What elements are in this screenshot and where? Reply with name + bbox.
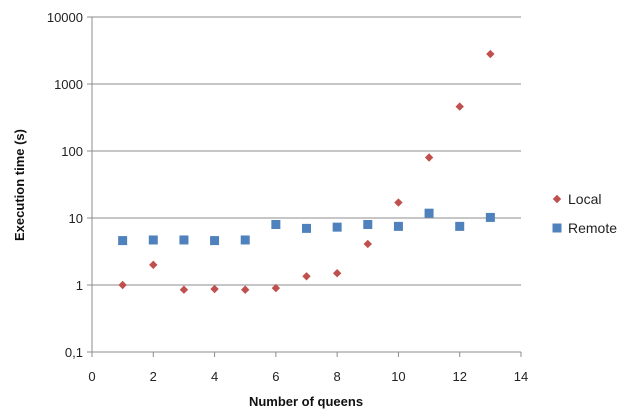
x-tick-label: 8 [334, 369, 341, 384]
local-point [118, 280, 127, 290]
local-point [271, 283, 281, 293]
y-tick-label: 0,1 [65, 345, 83, 360]
y-tick-label: 10000 [47, 10, 83, 25]
remote-point [485, 212, 495, 222]
y-tick-label: 100 [61, 144, 83, 159]
legend-label: Local [568, 191, 601, 207]
local-point [241, 285, 250, 294]
legend-item-remote: Remote [552, 220, 617, 236]
local-point [394, 198, 403, 207]
data-points [118, 49, 495, 294]
remote-point [455, 221, 465, 231]
y-axis: 0,1 1 10 100 1000 10000 [47, 10, 93, 360]
x-tick-label: 12 [452, 369, 466, 384]
remote-point [363, 219, 373, 229]
remote-point [424, 208, 434, 218]
x-axis-title: Number of queens [249, 394, 363, 409]
remote-point [393, 221, 403, 231]
local-point [149, 260, 158, 270]
x-tick-label: 10 [391, 369, 405, 384]
local-point [302, 272, 311, 281]
local-point [424, 153, 434, 162]
x-tick-label: 0 [88, 369, 95, 384]
x-tick-label: 6 [272, 369, 279, 384]
y-tick-label: 10 [69, 211, 83, 226]
legend-marker-remote [552, 223, 562, 233]
legend: Local Remote [552, 191, 617, 236]
x-tick-label: 2 [150, 369, 157, 384]
remote-point [332, 222, 342, 232]
local-point [210, 284, 219, 294]
remote-point [210, 236, 220, 246]
x-tick-label: 14 [514, 369, 528, 384]
y-axis-title: Execution time (s) [12, 129, 27, 241]
legend-item-local: Local [552, 191, 601, 207]
y-tick-label: 1000 [54, 77, 83, 92]
x-axis: 0 2 4 6 8 10 12 14 [88, 351, 528, 384]
legend-marker-local [552, 194, 562, 204]
remote-point [240, 235, 250, 245]
local-point [332, 269, 342, 278]
local-point [455, 102, 464, 111]
y-tick-label: 1 [76, 278, 83, 293]
gridlines [92, 16, 521, 353]
remote-point [302, 223, 311, 233]
series-remote [118, 208, 495, 246]
x-tick-label: 4 [211, 369, 218, 384]
local-point [179, 285, 189, 294]
legend-label: Remote [568, 220, 617, 236]
remote-point [118, 236, 128, 246]
remote-point [179, 235, 189, 245]
remote-point [271, 219, 281, 229]
local-point [486, 49, 495, 59]
remote-point [148, 235, 158, 245]
local-point [363, 239, 372, 249]
series-local [118, 49, 495, 294]
